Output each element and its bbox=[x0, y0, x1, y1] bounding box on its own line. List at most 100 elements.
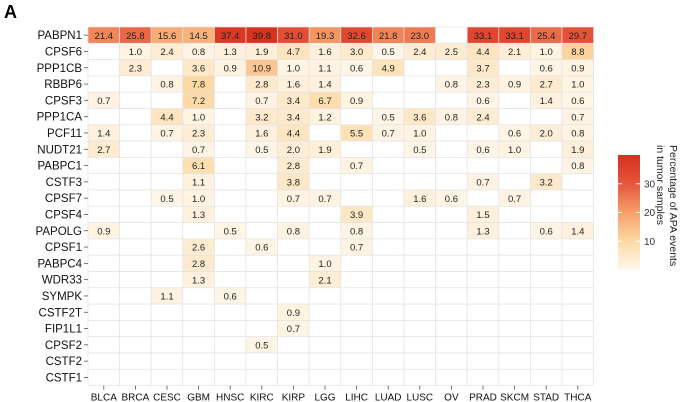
cell-value-label: 3.8 bbox=[287, 177, 300, 188]
heatmap-cell bbox=[119, 157, 152, 175]
heatmap-cell bbox=[308, 238, 342, 256]
heatmap-cell bbox=[245, 287, 278, 305]
row-label-cstf3: CSTF3 bbox=[46, 177, 82, 189]
cell-value-label: 4.7 bbox=[287, 47, 300, 58]
heatmap-cell bbox=[403, 271, 436, 289]
column-label-ov: OV bbox=[444, 393, 459, 402]
cell-value-label: 1.4 bbox=[571, 226, 584, 237]
cell-value-label: 0.8 bbox=[571, 161, 584, 172]
panel-label: A bbox=[4, 2, 17, 22]
heatmap-cell bbox=[308, 173, 342, 191]
heatmap-cell bbox=[150, 157, 184, 175]
heatmap-cell bbox=[435, 173, 468, 191]
heatmap-cell bbox=[340, 271, 373, 289]
heatmap-cell bbox=[498, 368, 531, 386]
heatmap-cell bbox=[372, 254, 405, 272]
heatmap-cell bbox=[214, 205, 247, 223]
heatmap-cell bbox=[340, 352, 373, 370]
cell-value-label: 1.1 bbox=[192, 177, 205, 188]
heatmap-cell bbox=[561, 173, 594, 191]
heatmap-cell bbox=[245, 271, 278, 289]
heatmap-cell bbox=[150, 59, 184, 77]
heatmap-cell bbox=[277, 336, 310, 354]
heatmap-cell bbox=[182, 336, 215, 354]
heatmap-cell bbox=[435, 91, 468, 109]
heatmap-cell bbox=[466, 287, 500, 305]
heatmap-cell bbox=[435, 238, 468, 256]
cell-value-label: 1.9 bbox=[318, 145, 331, 156]
heatmap-cell bbox=[466, 320, 500, 338]
cell-value-label: 10.9 bbox=[253, 63, 272, 74]
heatmap-cell bbox=[150, 238, 184, 256]
heatmap-cell bbox=[498, 320, 531, 338]
row-label-cpsf7: CPSF7 bbox=[45, 193, 82, 205]
cell-value-label: 2.3 bbox=[476, 80, 489, 91]
heatmap-cell bbox=[182, 320, 215, 338]
heatmap-cell bbox=[87, 75, 120, 93]
heatmap-cell bbox=[87, 254, 120, 272]
heatmap-cell bbox=[245, 173, 278, 191]
cell-value-label: 2.8 bbox=[192, 259, 205, 270]
heatmap-cell bbox=[372, 271, 405, 289]
heatmap-cell bbox=[403, 75, 436, 93]
heatmap-cell bbox=[403, 336, 436, 354]
heatmap-cell bbox=[435, 222, 468, 240]
heatmap-cell bbox=[245, 189, 278, 207]
heatmap-cell bbox=[498, 59, 531, 77]
heatmap-cell bbox=[530, 336, 563, 354]
heatmap-cell bbox=[308, 303, 342, 321]
cell-value-label: 2.0 bbox=[287, 145, 300, 156]
heatmap-cell bbox=[435, 352, 468, 370]
colorbar-gradient bbox=[618, 155, 640, 270]
heatmap-cell bbox=[245, 303, 278, 321]
column-label-thca: THCA bbox=[564, 393, 592, 402]
heatmap-cell bbox=[119, 320, 152, 338]
cell-value-label: 21.4 bbox=[95, 31, 114, 42]
cell-value-label: 0.7 bbox=[571, 112, 584, 123]
row-label-sympk: SYMPK bbox=[42, 291, 83, 303]
colorbar-title-line-1: Percentage of APA events bbox=[667, 145, 679, 266]
cell-value-label: 14.5 bbox=[189, 31, 208, 42]
heatmap-cell bbox=[308, 352, 342, 370]
colorbar-title-line-2: in tumor samples bbox=[654, 145, 666, 225]
heatmap-cell bbox=[372, 222, 405, 240]
heatmap-cell bbox=[150, 140, 184, 158]
heatmap-cell bbox=[435, 140, 468, 158]
cell-value-label: 3.6 bbox=[413, 112, 426, 123]
heatmap-cell bbox=[530, 271, 563, 289]
heatmap-cell bbox=[119, 222, 152, 240]
heatmap-cell bbox=[119, 140, 152, 158]
colorbar-tick-label: 10 bbox=[644, 237, 656, 248]
heatmap-cell bbox=[372, 238, 405, 256]
heatmap-cell bbox=[561, 238, 594, 256]
cell-value-label: 1.6 bbox=[287, 80, 300, 91]
cell-value-label: 2.8 bbox=[287, 161, 300, 172]
cell-value-label: 0.5 bbox=[160, 194, 173, 205]
heatmap-cell bbox=[150, 336, 184, 354]
heatmap-cell bbox=[435, 254, 468, 272]
heatmap-cell bbox=[214, 238, 247, 256]
heatmap-cell bbox=[498, 352, 531, 370]
heatmap-cell bbox=[403, 91, 436, 109]
heatmap-cell bbox=[466, 303, 500, 321]
cell-value-label: 1.0 bbox=[192, 194, 205, 205]
heatmap-cell bbox=[561, 271, 594, 289]
heatmap-cell bbox=[372, 189, 405, 207]
heatmap-cell bbox=[150, 91, 184, 109]
cell-value-label: 0.7 bbox=[192, 145, 205, 156]
heatmap-cell bbox=[119, 336, 152, 354]
heatmap-cell bbox=[530, 108, 563, 126]
cell-value-label: 0.6 bbox=[476, 96, 489, 107]
heatmap-cell bbox=[119, 189, 152, 207]
column-label-hnsc: HNSC bbox=[216, 393, 244, 402]
heatmap-cell bbox=[277, 254, 310, 272]
cell-value-label: 32.6 bbox=[347, 31, 366, 42]
row-labels: PABPN1 CPSF6 PPP1CB RBBP6 CPSF3 PPP1CA PCF11 NU… bbox=[36, 30, 88, 384]
cell-value-label: 25.8 bbox=[126, 31, 145, 42]
heatmap-cell bbox=[214, 189, 247, 207]
heatmap-cell bbox=[498, 205, 531, 223]
heatmap-cell bbox=[277, 352, 310, 370]
heatmap-cell bbox=[340, 336, 373, 354]
row-label-ppp1cb: PPP1CB bbox=[37, 63, 83, 75]
heatmap-cell bbox=[119, 287, 152, 305]
